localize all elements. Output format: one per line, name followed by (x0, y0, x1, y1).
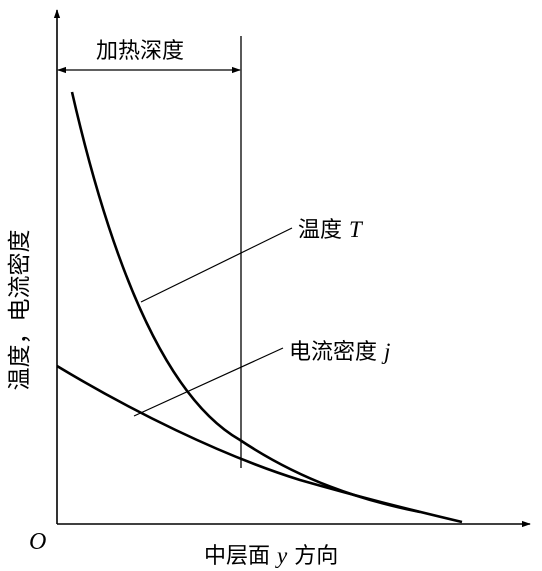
temperature-leader (140, 227, 293, 303)
temperature-label: 温度 T (298, 217, 364, 243)
heating-depth-label: 加热深度 (96, 39, 184, 64)
current-density-leader (133, 347, 284, 417)
x-axis-label: 中层面 y 方向 (204, 543, 338, 569)
temperature-curve (70, 91, 421, 514)
origin-label: O (29, 529, 46, 555)
current-density-label: 电流密度 j (289, 339, 390, 365)
y-axis-label: 温度，电流密度 (7, 230, 33, 391)
current-density-curve (56, 364, 463, 524)
